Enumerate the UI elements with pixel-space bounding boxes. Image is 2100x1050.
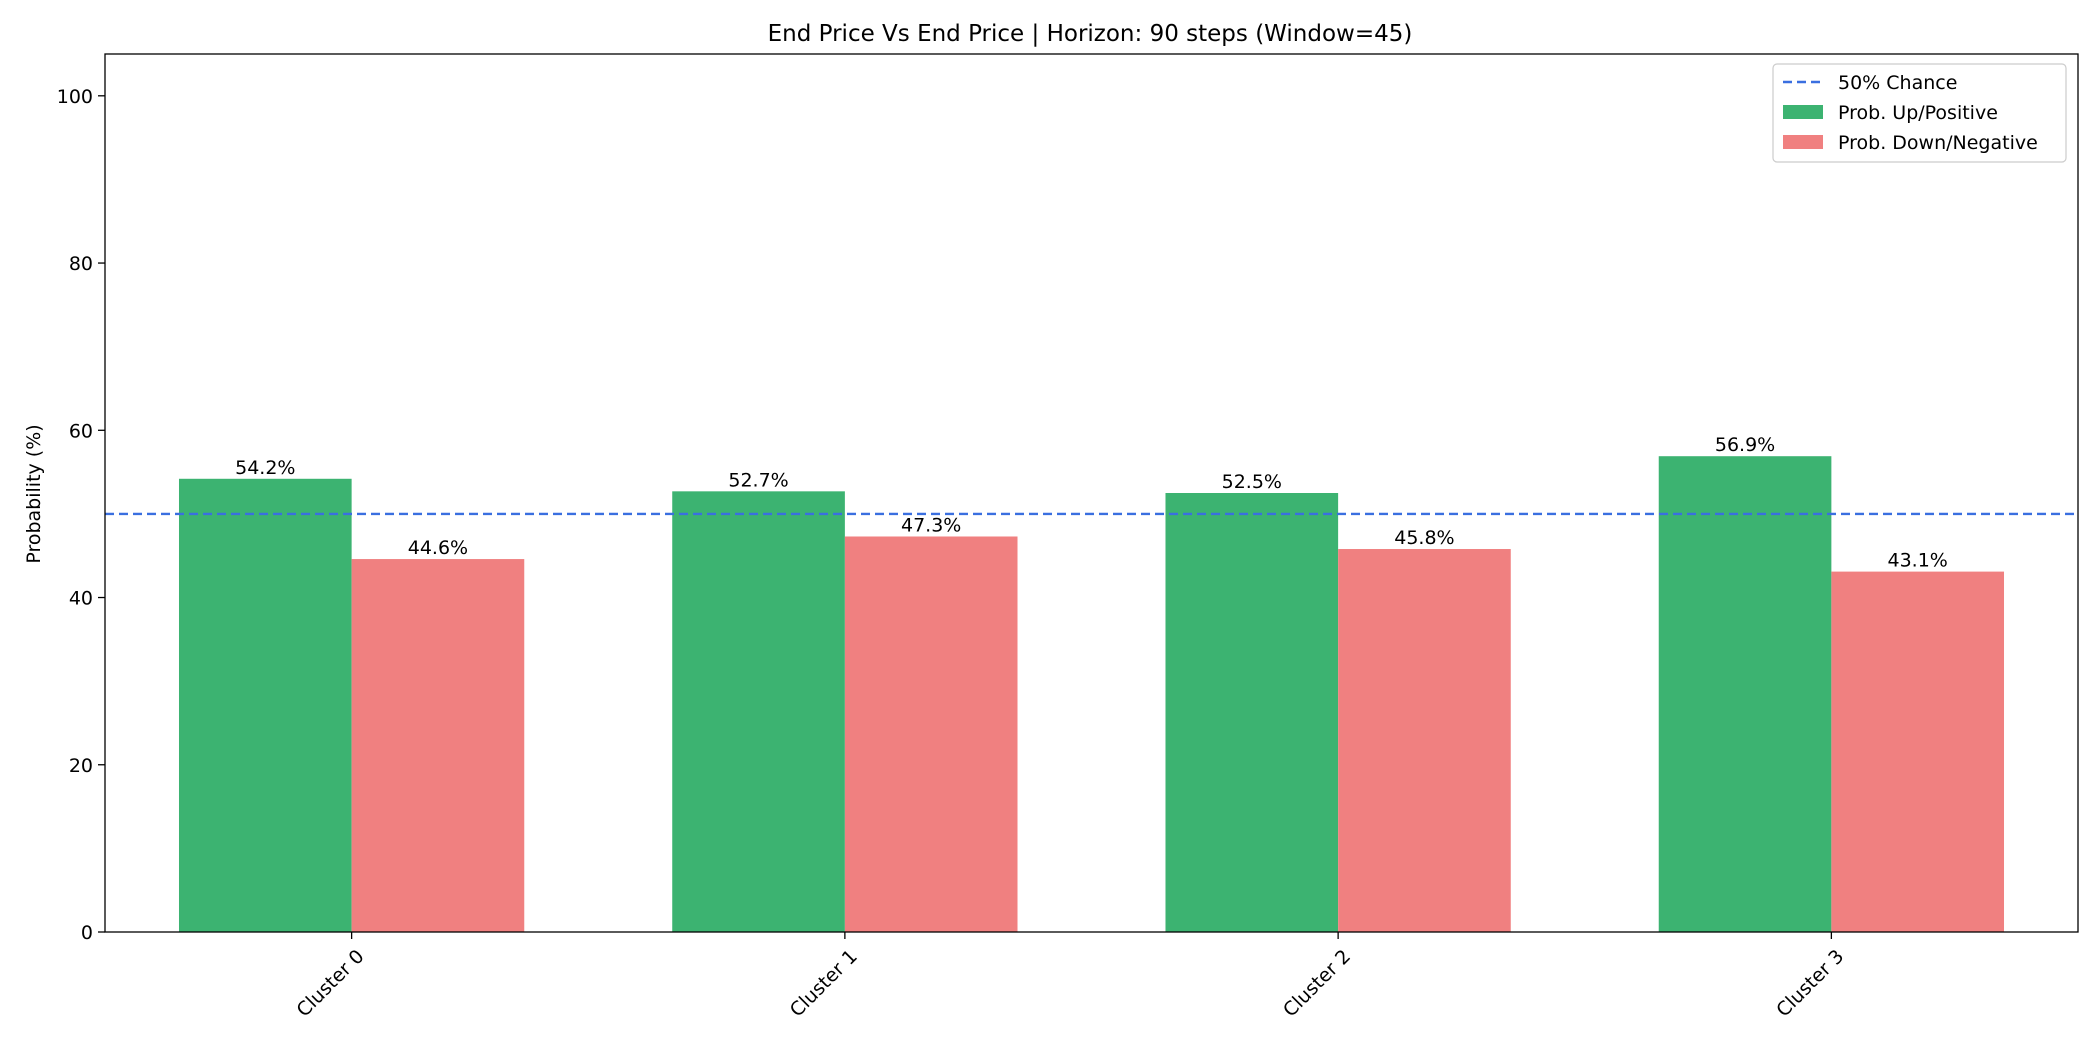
bar-value-label: 52.5%	[1222, 471, 1282, 493]
bar-value-label: 44.6%	[408, 537, 468, 559]
chart-title: End Price Vs End Price | Horizon: 90 ste…	[768, 21, 1413, 47]
bar-down-cluster-0	[351, 559, 525, 932]
x-tick-label: Cluster 1	[786, 945, 862, 1021]
bar-value-label: 47.3%	[901, 514, 961, 536]
x-tick-label: Cluster 0	[292, 945, 368, 1021]
y-tick-label: 60	[69, 420, 93, 442]
legend-label-reference: 50% Chance	[1838, 72, 1957, 94]
bar-down-cluster-2	[1338, 549, 1511, 932]
bar-down-cluster-3	[1831, 571, 2005, 932]
y-tick-label: 80	[69, 253, 93, 275]
y-tick-label: 40	[69, 588, 93, 610]
bar-value-label: 56.9%	[1715, 434, 1775, 456]
plot-area: 54.2% 44.6% Cluster 0 52.7% 47.3% Cluster 1 52…	[57, 53, 2079, 1021]
legend-swatch-1	[1783, 135, 1823, 149]
bar-up-cluster-2	[1165, 493, 1339, 932]
legend: 50% Chance Prob. Up/Positive Prob. Down/Ne…	[1772, 63, 2067, 163]
y-tick-label: 0	[81, 922, 93, 944]
x-tick-label: Cluster 3	[1772, 945, 1848, 1021]
bar-value-label: 45.8%	[1394, 527, 1454, 549]
legend-label-series-0: Prob. Up/Positive	[1838, 102, 1998, 124]
y-tick-label: 20	[69, 755, 93, 777]
bar-down-cluster-1	[844, 536, 1018, 932]
bar-value-label: 54.2%	[235, 457, 295, 479]
bar-up-cluster-1	[672, 491, 845, 932]
bar-value-label: 52.7%	[728, 469, 788, 491]
legend-swatch-0	[1783, 105, 1823, 119]
y-tick-label: 100	[57, 86, 93, 108]
legend-box	[1772, 63, 2067, 163]
plot-frame	[104, 53, 2079, 933]
bar-up-cluster-0	[178, 478, 352, 932]
legend-label-series-1: Prob. Down/Negative	[1838, 132, 2038, 154]
y-axis-title: Probability (%)	[23, 424, 45, 563]
bar-up-cluster-3	[1658, 456, 1832, 932]
x-tick-label: Cluster 2	[1279, 945, 1355, 1021]
bar-value-label: 43.1%	[1888, 550, 1948, 572]
